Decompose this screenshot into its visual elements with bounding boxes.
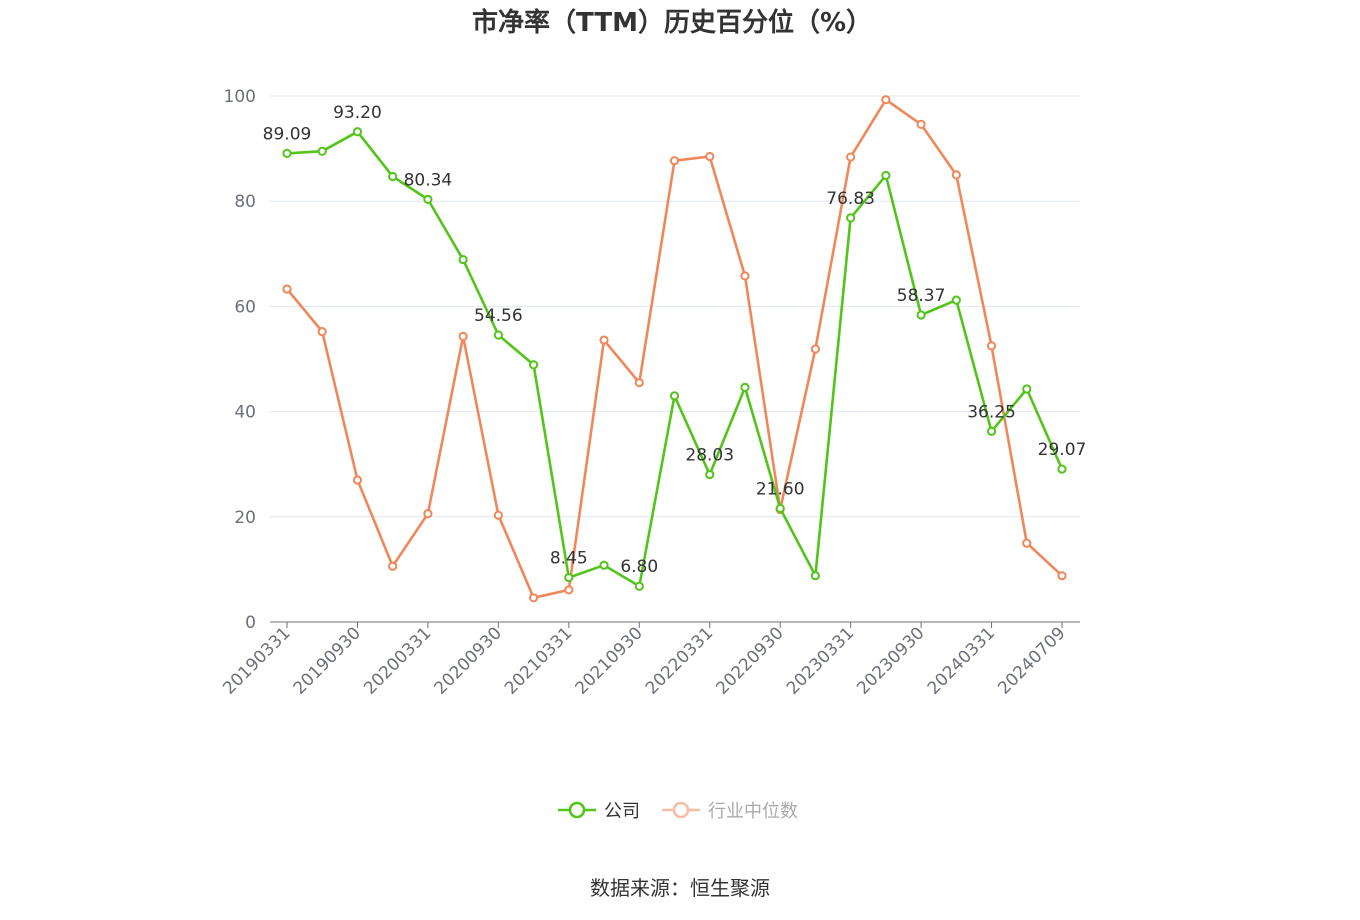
legend-item-0[interactable]: 公司 xyxy=(558,801,640,822)
data-label: 76.83 xyxy=(826,189,875,209)
data-point[interactable] xyxy=(846,213,856,223)
data-point[interactable] xyxy=(986,341,997,351)
data-point[interactable] xyxy=(493,510,503,520)
data-point[interactable] xyxy=(1022,384,1032,394)
x-tick-label: 20190331 xyxy=(219,623,294,698)
data-point[interactable] xyxy=(705,151,715,162)
data-label: 58.37 xyxy=(897,286,946,306)
data-point[interactable] xyxy=(317,146,327,156)
grid-lines xyxy=(270,95,1080,518)
data-label: 80.34 xyxy=(404,170,453,190)
x-tick-label: 20200930 xyxy=(431,623,506,698)
data-point[interactable] xyxy=(951,295,961,305)
data-point[interactable] xyxy=(740,382,750,393)
x-tick-label: 20190930 xyxy=(290,623,365,698)
data-labels: 89.09 93.20 80.34 54.56 8.45 6.80 28.03 21.60 76… xyxy=(263,103,1087,577)
data-point[interactable] xyxy=(282,148,292,158)
data-point[interactable] xyxy=(810,344,821,354)
data-point[interactable] xyxy=(634,581,644,591)
x-tick-label: 20210331 xyxy=(501,623,576,698)
data-point[interactable] xyxy=(669,156,680,166)
x-tick-label: 20220331 xyxy=(642,623,717,698)
data-point[interactable] xyxy=(599,560,609,570)
data-point[interactable] xyxy=(352,475,363,485)
data-point[interactable] xyxy=(1022,538,1032,548)
y-tick-label: 100 xyxy=(224,87,256,107)
data-label: 8.45 xyxy=(550,549,588,569)
y-tick-label: 0 xyxy=(245,613,256,633)
legend[interactable]: 公司 行业中位数 xyxy=(558,801,798,822)
data-point[interactable] xyxy=(916,119,926,130)
data-label: 28.03 xyxy=(685,446,734,466)
data-point[interactable] xyxy=(493,330,503,340)
data-point[interactable] xyxy=(388,561,398,571)
x-tick-label: 20240331 xyxy=(924,623,999,698)
data-point[interactable] xyxy=(775,503,785,513)
data-point[interactable] xyxy=(388,171,398,182)
data-point[interactable] xyxy=(1057,571,1067,581)
data-label: 54.56 xyxy=(474,306,523,326)
data-point[interactable] xyxy=(282,284,292,294)
data-point[interactable] xyxy=(705,469,715,480)
data-point[interactable] xyxy=(916,310,926,320)
data-point[interactable] xyxy=(317,327,327,337)
data-label: 36.25 xyxy=(967,402,1016,422)
data-source-text: 数据来源：恒生聚源 xyxy=(590,876,770,900)
legend-label: 公司 xyxy=(604,801,640,822)
data-point[interactable] xyxy=(423,509,433,519)
data-point[interactable] xyxy=(634,378,644,388)
y-tick-label: 40 xyxy=(234,403,256,423)
data-point[interactable] xyxy=(528,593,539,603)
data-label: 29.07 xyxy=(1038,440,1087,460)
data-point[interactable] xyxy=(352,127,363,137)
data-point[interactable] xyxy=(564,585,574,595)
data-point[interactable] xyxy=(458,331,468,341)
legend-marker-icon xyxy=(568,801,586,819)
chart-title: 市净率（TTM）历史百分位（%） xyxy=(472,7,872,38)
x-tick-label: 20230930 xyxy=(853,623,928,698)
data-point[interactable] xyxy=(423,194,433,205)
data-point[interactable] xyxy=(740,271,750,281)
x-tick-label: 20220930 xyxy=(712,623,787,698)
legend-label: 行业中位数 xyxy=(708,801,798,822)
data-point[interactable] xyxy=(951,170,961,180)
data-label: 21.60 xyxy=(756,479,805,499)
y-tick-label: 60 xyxy=(234,297,256,317)
data-label: 93.20 xyxy=(333,103,382,123)
y-tick-label: 20 xyxy=(234,508,256,528)
series-lines xyxy=(282,95,1067,603)
y-tick-label: 80 xyxy=(234,192,256,212)
data-point[interactable] xyxy=(458,254,468,265)
data-point[interactable] xyxy=(528,360,539,370)
data-point[interactable] xyxy=(810,571,821,581)
data-point[interactable] xyxy=(881,170,891,181)
data-point[interactable] xyxy=(881,95,891,105)
data-label: 6.80 xyxy=(620,557,658,577)
axes: 0 20 40 60 80 100 2019033120190930202003312020… xyxy=(219,87,1080,699)
data-point[interactable] xyxy=(599,335,609,345)
data-label: 89.09 xyxy=(263,124,312,144)
data-point[interactable] xyxy=(564,572,574,583)
data-point[interactable] xyxy=(669,391,680,401)
data-point[interactable] xyxy=(1057,464,1067,474)
data-point[interactable] xyxy=(986,426,997,436)
x-tick-label: 20200331 xyxy=(360,623,435,698)
series-line-0 xyxy=(286,130,1064,588)
x-tick-label: 20230331 xyxy=(783,623,858,698)
x-tick-label: 20240709 xyxy=(994,623,1069,698)
x-tick-label: 20210930 xyxy=(571,623,646,698)
data-point[interactable] xyxy=(846,152,856,162)
legend-marker-icon xyxy=(672,801,690,819)
legend-item-1[interactable]: 行业中位数 xyxy=(662,801,798,822)
